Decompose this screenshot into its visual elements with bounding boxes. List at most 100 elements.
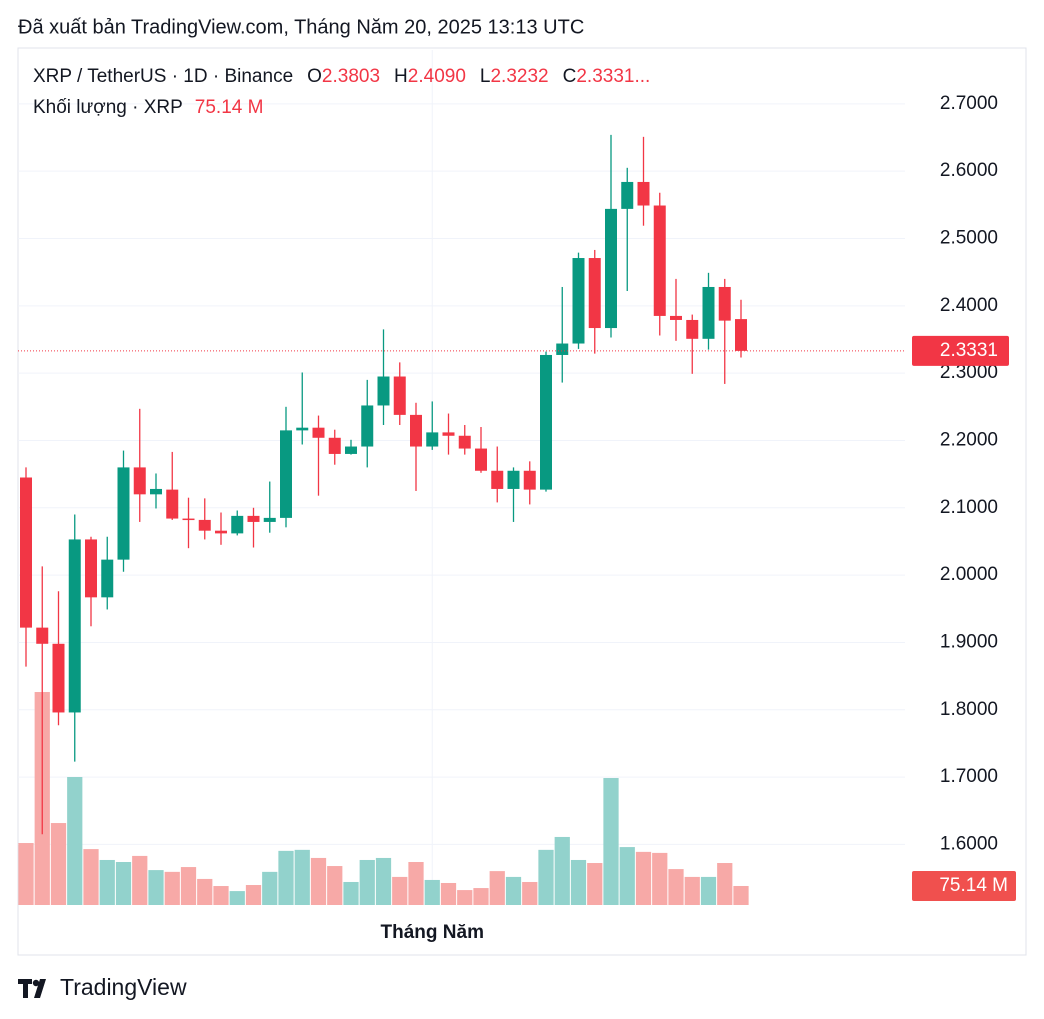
candle-body [475,448,487,471]
volume-bar [294,849,310,905]
logo [18,979,46,998]
y-tick-label: 2.0000 [940,564,998,585]
volume-bar [538,849,554,905]
last-price-label: 2.3331 [940,340,998,361]
brand: TradingView [60,974,187,1000]
volume-axis-label: 75.14 M [939,875,1008,896]
y-tick-label: 2.6000 [940,160,998,181]
candle-body [442,432,455,436]
ohlc-key: H [394,66,408,87]
volume-bar [278,850,294,905]
volume-bar [570,859,587,905]
candle-body [410,414,422,447]
volume-bar [635,851,652,905]
volume-bar [473,888,489,905]
logo-mark [18,979,46,998]
ohlc-key: L [480,66,491,87]
legend-header: XRP / TetherUS · 1D · Binance O2.3803 H2.4… [33,66,650,87]
volume-bar [619,847,635,905]
candle-body [718,286,731,321]
candle-body [507,470,520,489]
caption: Đã xuất bản TradingView.com, Tháng Năm 2… [18,16,584,38]
candle-body [85,539,97,598]
ohlc-value: 2.3232 [490,66,548,87]
volume-bar [164,871,180,905]
candle-body [393,376,406,415]
candle-body [328,437,341,454]
volume-name: Khối lượng · XRP [33,97,183,118]
candle-body [702,286,715,339]
volume-bar [262,871,278,905]
volume-bar [310,857,327,905]
volume-bar [700,876,717,905]
candle-body [540,354,552,490]
candle-body [653,205,666,316]
candle-body [426,432,439,447]
volume-bar [18,843,34,905]
candle-body [670,315,682,320]
ohlc-value: 2.3331... [576,66,650,87]
candle-body [588,258,601,329]
x-tick-label: Tháng Năm [381,922,484,943]
volume-value: 75.14 M [195,97,264,118]
candle-body [215,530,227,534]
candle-body [20,477,32,628]
volume-bar [733,885,749,905]
volume-bar [554,836,570,905]
volume-bar [408,861,424,905]
logo-dot [32,979,40,987]
y-tick-label: 2.7000 [940,93,998,114]
candle-body [312,427,325,438]
volume-bar [603,778,619,905]
volume-bar [668,869,684,905]
candle-body [68,539,81,713]
volume-bar [375,857,392,905]
candle-body [686,319,699,339]
volume-bar [50,823,67,905]
chart-frame [17,47,1027,956]
volume-bar [229,891,245,905]
y-tick-label: 1.7000 [940,766,998,787]
volume-bar [587,863,603,905]
volume-bar [424,879,440,905]
ohlc-value: 2.4090 [408,66,466,87]
candle-body [491,470,504,489]
candle-body [458,435,471,449]
volume-bar [392,876,408,905]
candle-body [605,208,617,329]
grid [18,50,905,905]
volume-bar [684,876,700,905]
ohlc-key: O [307,66,322,87]
volume-bar [245,885,262,905]
candle-body [166,489,179,519]
candle-body [263,517,276,522]
candles [20,134,747,835]
candle-body [556,343,569,355]
candle-body [52,643,65,713]
volume-bar [652,852,668,905]
y-tick-label: 1.8000 [940,699,998,720]
candle-body [247,515,260,522]
candle-body [361,405,374,447]
candle-body [572,258,585,344]
candle-body [280,430,292,518]
y-tick-label: 1.9000 [940,631,998,652]
candle-body [523,470,536,490]
y-tick-label: 2.4000 [940,295,998,316]
symbol: XRP / TetherUS · 1D · Binance [33,66,293,87]
volume-bar [115,861,132,905]
candle-body [198,519,211,531]
volume-header: Khối lượng · XRP 75.14 M [33,97,263,118]
ohlc-value: 2.3803 [322,66,380,87]
volume-bar [99,859,115,905]
candle-body [36,627,49,644]
candle-body [735,319,747,351]
y-tick-label: 2.5000 [940,228,998,249]
volume-bar [67,777,83,905]
volume-bar [180,867,197,905]
volume-bar [327,866,343,905]
volume-bar [83,849,99,905]
y-tick-label: 2.3000 [940,362,998,383]
volume-badge [912,870,1016,901]
